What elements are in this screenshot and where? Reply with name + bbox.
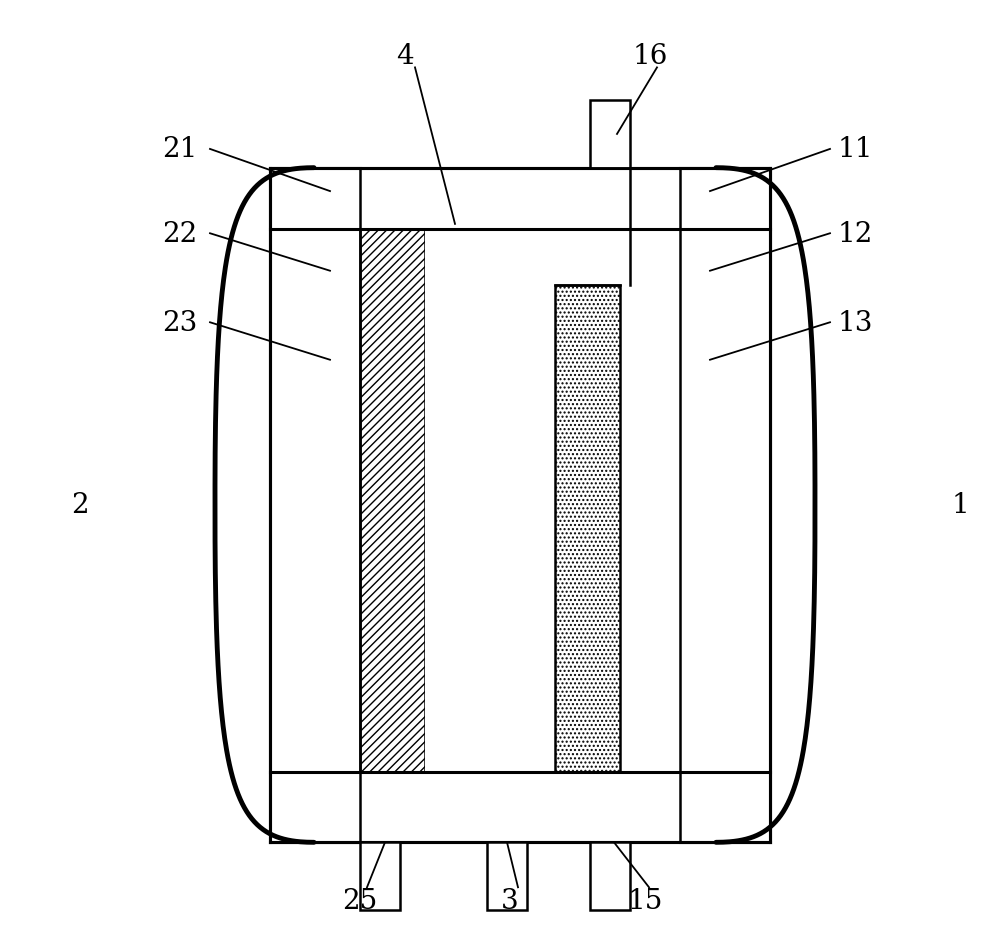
- Bar: [680, 168, 770, 842]
- Text: 11: 11: [837, 137, 873, 163]
- Bar: [590, 842, 630, 910]
- Text: 4: 4: [396, 43, 414, 69]
- Bar: [270, 168, 360, 842]
- Text: 23: 23: [162, 310, 198, 336]
- Text: 16: 16: [632, 43, 668, 69]
- Bar: [590, 101, 630, 168]
- Bar: [487, 842, 527, 910]
- Text: 15: 15: [627, 887, 663, 914]
- Text: 2: 2: [71, 492, 89, 519]
- Text: 22: 22: [162, 221, 198, 247]
- Bar: [360, 842, 400, 910]
- Bar: [555, 285, 620, 772]
- Bar: [270, 168, 770, 842]
- Bar: [270, 168, 770, 842]
- Text: 12: 12: [837, 221, 873, 247]
- Text: 25: 25: [342, 887, 378, 914]
- Bar: [360, 229, 425, 772]
- Text: 3: 3: [501, 887, 519, 914]
- Text: 21: 21: [162, 137, 198, 163]
- Text: 13: 13: [837, 310, 873, 336]
- Text: 1: 1: [951, 492, 969, 519]
- Bar: [425, 229, 555, 772]
